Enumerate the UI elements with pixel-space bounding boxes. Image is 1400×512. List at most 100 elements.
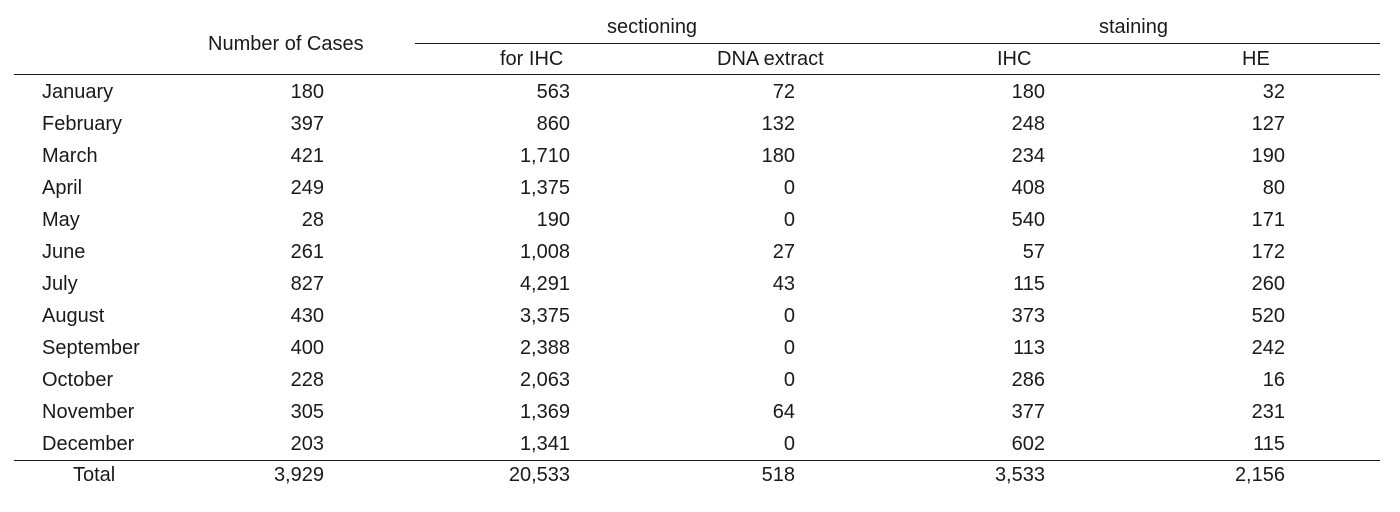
cell-dna-extract: 180	[761, 145, 795, 167]
cell-cases: 305	[290, 401, 324, 423]
cell-dna-extract: 0	[783, 369, 795, 391]
cell-month: April	[42, 177, 83, 199]
total-cases: 3,929	[273, 464, 324, 486]
cell-cases: 827	[290, 273, 324, 295]
cell-dna-extract: 0	[783, 177, 795, 199]
cell-cases: 203	[290, 433, 324, 455]
total-dna-extract: 518	[761, 464, 795, 486]
cell-cases: 421	[290, 145, 324, 167]
table-row: September 400 2,388 0 113 242	[0, 336, 1400, 368]
cell-cases: 261	[290, 241, 324, 263]
cell-cases: 430	[290, 305, 324, 327]
cell-ihc: 248	[1011, 113, 1045, 135]
cell-he: 32	[1262, 81, 1285, 103]
table-row: June 261 1,008 27 57 172	[0, 240, 1400, 272]
cell-for-ihc: 2,063	[519, 369, 570, 391]
cell-ihc: 57	[1022, 241, 1045, 263]
cell-for-ihc: 1,369	[519, 401, 570, 423]
header-group-sectioning: sectioning	[607, 16, 698, 38]
cell-dna-extract: 0	[783, 337, 795, 359]
cell-he: 190	[1251, 145, 1285, 167]
cell-for-ihc: 1,375	[519, 177, 570, 199]
cell-for-ihc: 3,375	[519, 305, 570, 327]
table-row: January 180 563 72 180 32	[0, 80, 1400, 112]
header-ihc: IHC	[997, 48, 1032, 70]
cell-month: September	[42, 337, 140, 359]
cell-ihc: 234	[1011, 145, 1045, 167]
table-row: August 430 3,375 0 373 520	[0, 304, 1400, 336]
header-group-staining: staining	[1099, 16, 1168, 38]
cell-for-ihc: 4,291	[519, 273, 570, 295]
cell-month: February	[42, 113, 123, 135]
cell-ihc: 115	[1013, 273, 1045, 295]
cell-ihc: 286	[1011, 369, 1045, 391]
cell-month: March	[42, 145, 98, 167]
cell-cases: 397	[290, 113, 324, 135]
cell-ihc: 180	[1011, 81, 1045, 103]
cell-he: 172	[1251, 241, 1285, 263]
table-row: December 203 1,341 0 602 115	[0, 432, 1400, 464]
cell-month: November	[42, 401, 135, 423]
table-row: February 397 860 132 248 127	[0, 112, 1400, 144]
cell-cases: 400	[290, 337, 324, 359]
cell-month: January	[42, 81, 114, 103]
total-for-ihc: 20,533	[508, 464, 570, 486]
cell-dna-extract: 72	[772, 81, 795, 103]
cell-ihc: 373	[1011, 305, 1045, 327]
table-row: October 228 2,063 0 286 16	[0, 368, 1400, 400]
cell-cases: 249	[290, 177, 324, 199]
cell-dna-extract: 0	[783, 433, 795, 455]
table-row: May 28 190 0 540 171	[0, 208, 1400, 240]
cell-month: May	[42, 209, 80, 231]
total-top-rule	[14, 460, 1380, 461]
table-row: April 249 1,375 0 408 80	[0, 176, 1400, 208]
cell-dna-extract: 0	[783, 209, 795, 231]
header-dna-extract: DNA extract	[717, 48, 824, 70]
cell-ihc: 113	[1013, 337, 1045, 359]
cell-ihc: 602	[1011, 433, 1045, 455]
cell-month: July	[42, 273, 78, 295]
cell-ihc: 540	[1011, 209, 1045, 231]
header-bottom-rule	[14, 74, 1380, 75]
cell-cases: 228	[290, 369, 324, 391]
total-ihc: 3,533	[994, 464, 1045, 486]
cell-for-ihc: 1,341	[519, 433, 570, 455]
table-row: November 305 1,369 64 377 231	[0, 400, 1400, 432]
total-label: Total	[73, 464, 116, 486]
cell-dna-extract: 64	[772, 401, 795, 423]
cell-dna-extract: 0	[783, 305, 795, 327]
cell-month: August	[42, 305, 105, 327]
cell-he: 127	[1251, 113, 1285, 135]
header-for-ihc: for IHC	[500, 48, 564, 70]
table-row: July 827 4,291 43 115 260	[0, 272, 1400, 304]
total-he: 2,156	[1234, 464, 1285, 486]
group-header-rule	[415, 43, 1380, 44]
total-row: Total 3,929 20,533 518 3,533 2,156	[0, 463, 1400, 495]
cell-month: October	[42, 369, 114, 391]
cell-he: 80	[1262, 177, 1285, 199]
cell-for-ihc: 860	[536, 113, 570, 135]
cell-for-ihc: 1,008	[519, 241, 570, 263]
cell-for-ihc: 563	[536, 81, 570, 103]
cell-cases: 28	[301, 209, 324, 231]
cell-he: 115	[1253, 433, 1285, 455]
cell-he: 242	[1251, 337, 1285, 359]
cell-ihc: 408	[1011, 177, 1045, 199]
cell-dna-extract: 43	[772, 273, 795, 295]
cell-he: 520	[1251, 305, 1285, 327]
cell-he: 16	[1262, 369, 1285, 391]
cell-ihc: 377	[1011, 401, 1045, 423]
cell-month: June	[42, 241, 86, 263]
header-number-of-cases: Number of Cases	[208, 33, 364, 55]
cell-month: December	[42, 433, 135, 455]
cell-dna-extract: 132	[761, 113, 795, 135]
cell-he: 231	[1251, 401, 1285, 423]
cell-for-ihc: 2,388	[519, 337, 570, 359]
header-he: HE	[1242, 48, 1270, 70]
cell-he: 171	[1251, 209, 1285, 231]
cell-for-ihc: 1,710	[519, 145, 570, 167]
table-row: March 421 1,710 180 234 190	[0, 144, 1400, 176]
cell-dna-extract: 27	[772, 241, 795, 263]
cell-for-ihc: 190	[536, 209, 570, 231]
